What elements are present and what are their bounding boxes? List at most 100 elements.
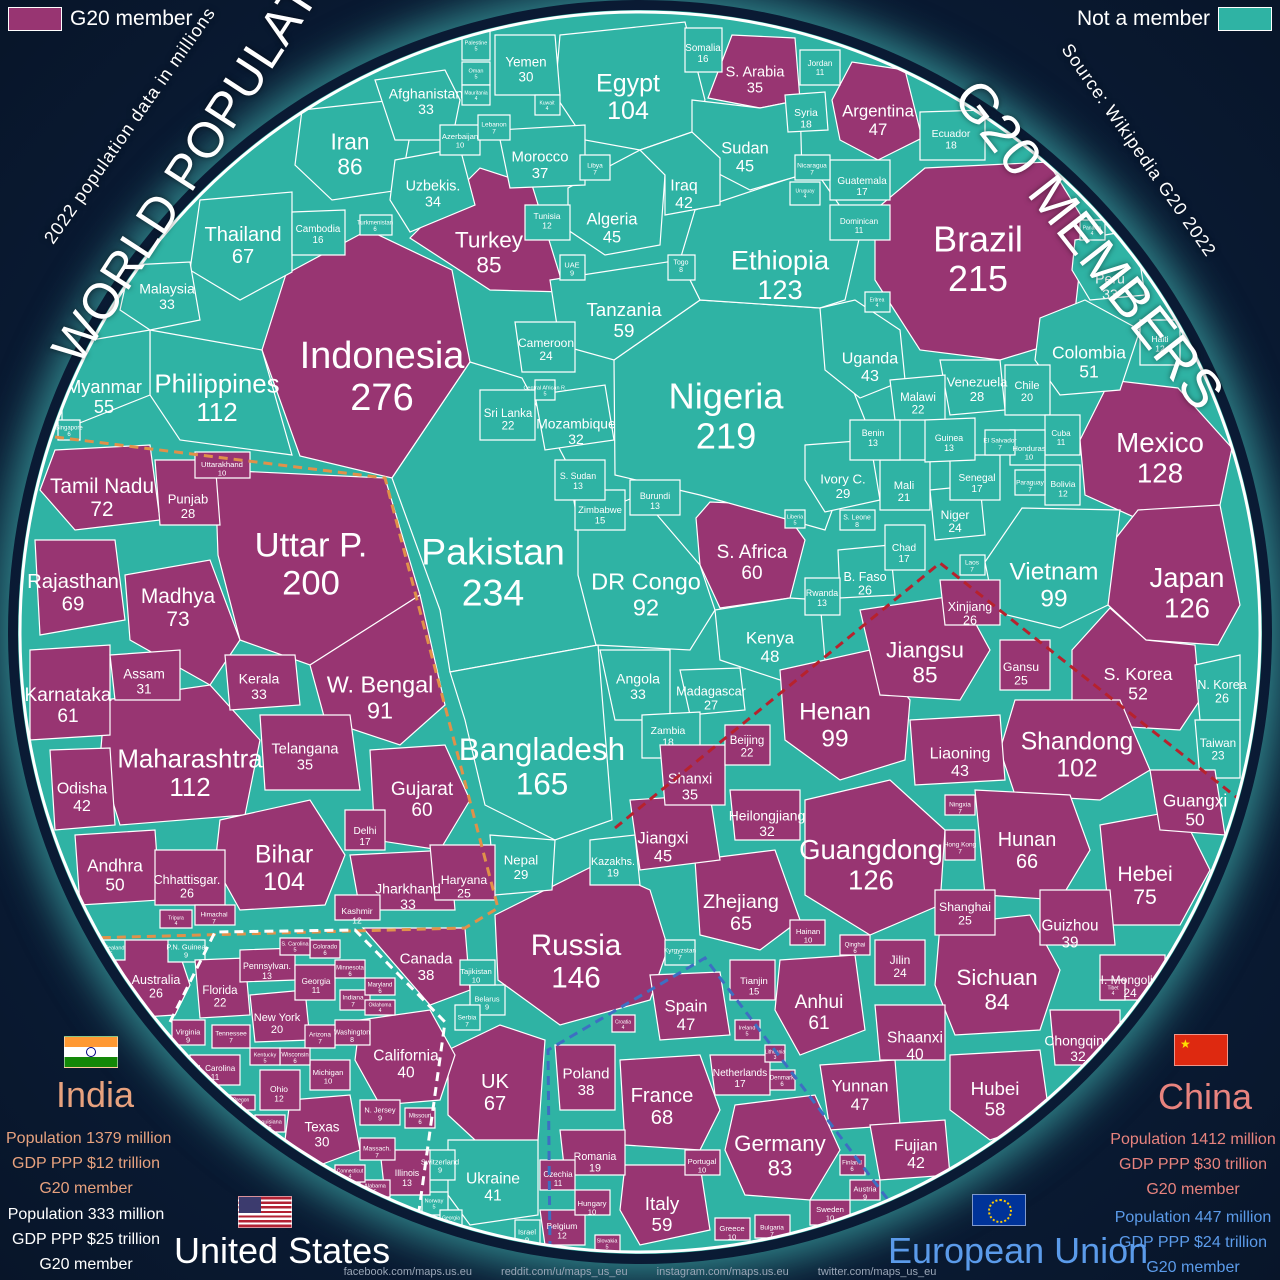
label-finland: Finland [842,1160,862,1166]
value-hunan: 66 [1016,851,1038,873]
value-tibet: 4 [1112,991,1115,997]
label-belgium: Belgium [547,1221,578,1231]
china-gdp: GDP PPP $30 trillion [1119,1156,1267,1173]
footer-instagram[interactable]: instagram.com/maps.us.eu [656,1266,789,1278]
value-ukraine: 41 [484,1188,501,1205]
cell-arizona [304,1024,336,1049]
value-i-mongolia: 24 [1123,986,1137,1000]
cell-zhejiang [694,849,801,951]
cell-gansu [999,639,1051,691]
cell-libya [579,154,611,181]
label-himachal: Himachal [200,911,228,918]
label-myanmar: Myanmar [66,377,142,397]
value-egypt: 104 [607,97,649,125]
label-w-bengal: W. Bengal [327,672,434,698]
label-assam: Assam [123,667,165,682]
value-peru: 33 [1102,286,1118,302]
value-bolivia: 12 [1058,488,1068,498]
value-california: 40 [397,1064,415,1081]
cell-japan [1104,504,1241,646]
label-honduras: Honduras [1012,444,1045,453]
label-uganda: Uganda [842,349,898,367]
label-s-africa: S. Africa [717,542,788,563]
eu-population: Population 447 million [1114,1209,1272,1226]
label-norway: Norway [425,1198,444,1204]
label-portugal: Portugal [688,1157,717,1166]
cell-tibet [1099,979,1126,1001]
value-zambia: 18 [662,737,674,748]
cell-s-africa [695,501,806,609]
value-s-leone: 8 [855,522,859,529]
value-oman: 5 [474,74,477,80]
value-maharashtra: 112 [169,774,210,802]
value-malawi: 22 [912,404,925,416]
value-iraq: 42 [675,195,693,212]
label-ecuador: Ecuador [932,129,971,140]
cell-kashmir [334,894,381,921]
value-delhi: 17 [359,837,371,848]
label-uruguay: Uruguay [796,189,815,195]
label-qinghai: Qinghai [845,942,866,948]
label-dr-congo: DR Congo [591,569,701,595]
label-vietnam: Vietnam [1009,559,1098,586]
label-central-african-r: Central African R. [523,385,567,391]
label-jharkhand: Jharkhand [375,881,441,897]
label-ohio: Ohio [270,1084,288,1094]
label-uk: UK [481,1071,510,1093]
value-karnataka: 61 [57,706,78,727]
label-wisconsin: Wisconsin [281,1052,308,1058]
label-sudan: Sudan [721,139,768,157]
label-iraq: Iraq [670,177,697,194]
value-mali: 21 [898,492,910,504]
label-mauritania: Mauritania [464,91,488,97]
value-belarus: 9 [485,1002,489,1011]
flag-india-icon [64,1036,118,1068]
cell-telangana [259,714,361,791]
label-ivory-c: Ivory C. [820,472,865,487]
label-karnataka: Karnataka [24,685,111,706]
label-odisha: Odisha [57,780,108,797]
value-kuwait: 4 [546,106,549,112]
cell-malaysia [119,261,201,331]
value-singapore: 6 [67,432,71,438]
label-xinjiang: Xinjiang [948,600,993,614]
cell-afghanistan [374,69,461,141]
value-afghanistan: 33 [418,101,434,117]
value-cambodia: 16 [313,235,324,246]
value-rajasthan: 69 [62,593,85,615]
cell-taiwan [1194,719,1241,779]
footer-twitter[interactable]: twitter.com/maps_us_eu [817,1266,937,1278]
cell-xinjiang [939,579,1001,626]
value-washington: 8 [350,1037,354,1044]
label-kazakhs: Kazakhs. [591,856,635,868]
footer-facebook[interactable]: facebook.com/maps.us.eu [343,1266,472,1278]
label-tibet: Tibet [1108,986,1120,992]
cell-colombia [1034,299,1141,396]
cell-sichuan [934,914,1061,1036]
label-denmark: Denmark [770,1075,795,1081]
label-jiangxi: Jiangxi [637,829,688,847]
label-indiana: Indiana [342,994,364,1001]
cell-thailand [189,191,293,301]
label-switzerland: Switzerland [421,1157,459,1166]
label-jordan: Jordan [808,59,833,68]
value-guinea: 13 [944,443,954,453]
label-lebanon: Lebanon [481,121,507,128]
label-spain: Spain [665,996,708,1015]
value-myanmar: 55 [94,397,114,417]
footer-reddit[interactable]: reddit.com/u/maps_us_eu [501,1266,628,1278]
value-denmark: 6 [780,1082,784,1088]
nonmember-swatch [1218,7,1272,31]
label-virginia: Virginia [176,1027,201,1036]
cell-n-jersey [359,1099,401,1126]
value-switzerland: 9 [438,1165,442,1174]
label-haiti: Haiti [1151,334,1168,344]
value-tianjin: 15 [749,986,760,997]
label-oman: Oman [469,68,484,74]
cell-texas [284,1094,361,1166]
cell-liaoning [909,714,1006,786]
cell-chad [884,524,926,571]
label-florida: Florida [202,985,238,997]
label-germany: Germany [734,1131,827,1156]
